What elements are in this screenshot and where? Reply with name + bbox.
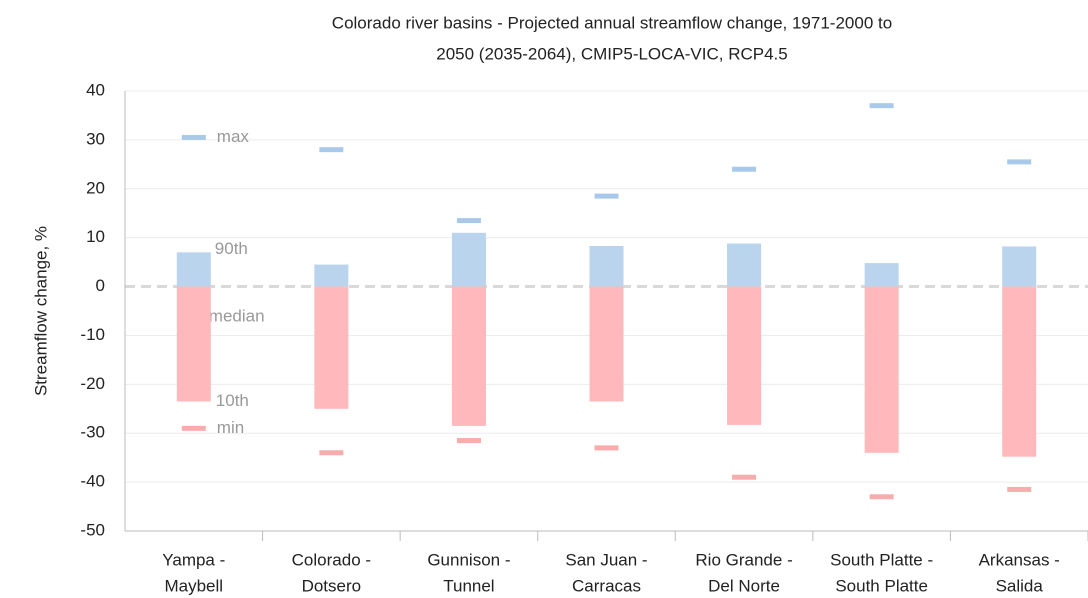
annotation: min — [217, 418, 244, 437]
max-marker — [732, 166, 757, 172]
x-tick-label: Arkansas - — [979, 550, 1060, 569]
bar — [727, 286, 762, 425]
y-tick-label: 10 — [86, 227, 105, 246]
annotation: median — [209, 306, 265, 325]
annotation: max — [217, 127, 250, 146]
y-tick-label: -10 — [80, 325, 105, 344]
x-tick-label: Colorado - — [292, 550, 371, 569]
x-tick-label: Rio Grande - — [695, 550, 792, 569]
y-tick-label: 40 — [86, 80, 105, 99]
x-tick-label: Dotsero — [302, 576, 362, 595]
y-axis-label: Streamflow change, % — [31, 226, 50, 396]
bar — [727, 243, 762, 287]
x-tick-label: Maybell — [164, 576, 223, 595]
x-tick-label: Del Norte — [708, 576, 780, 595]
y-tick-label: 30 — [86, 129, 105, 148]
bar — [589, 286, 624, 402]
y-tick-label: -50 — [80, 520, 105, 539]
bar — [451, 232, 486, 287]
y-tick-label: 20 — [86, 178, 105, 197]
y-tick-label: 0 — [96, 276, 105, 295]
chart-title: 2050 (2035-2064), CMIP5-LOCA-VIC, RCP4.5 — [436, 44, 788, 63]
min-marker — [594, 445, 619, 451]
x-tick-label: Gunnison - — [427, 550, 510, 569]
min-marker — [456, 438, 481, 444]
max-marker — [869, 103, 894, 109]
chart-title: Colorado river basins - Projected annual… — [332, 13, 892, 32]
min-marker — [732, 474, 757, 480]
x-tick-label: South Platte - — [830, 550, 933, 569]
bar — [314, 286, 349, 409]
bar — [1002, 246, 1037, 287]
bar — [176, 252, 211, 287]
min-marker — [319, 450, 344, 456]
x-tick-label: San Juan - — [565, 550, 647, 569]
bar — [864, 286, 899, 453]
x-tick-label: South Platte — [835, 576, 928, 595]
x-tick-label: Tunnel — [443, 576, 494, 595]
y-tick-label: -30 — [80, 423, 105, 442]
max-marker — [594, 193, 619, 199]
max-marker — [1007, 159, 1032, 165]
bar — [864, 263, 899, 287]
max-marker — [319, 147, 344, 153]
annotation: 10th — [216, 391, 249, 410]
x-tick-label: Yampa - — [162, 550, 225, 569]
y-tick-label: -20 — [80, 374, 105, 393]
min-marker — [869, 494, 894, 500]
bar — [1002, 286, 1037, 457]
min-marker — [1007, 486, 1032, 492]
y-tick-label: -40 — [80, 472, 105, 491]
max-marker — [181, 134, 206, 140]
x-tick-label: Carracas — [572, 576, 641, 595]
bar — [589, 245, 624, 287]
max-marker — [456, 218, 481, 224]
bar — [176, 286, 211, 402]
x-tick-label: Salida — [996, 576, 1044, 595]
annotation: 90th — [215, 239, 248, 258]
bar — [314, 264, 349, 287]
bar — [451, 286, 486, 426]
min-marker — [181, 425, 206, 431]
